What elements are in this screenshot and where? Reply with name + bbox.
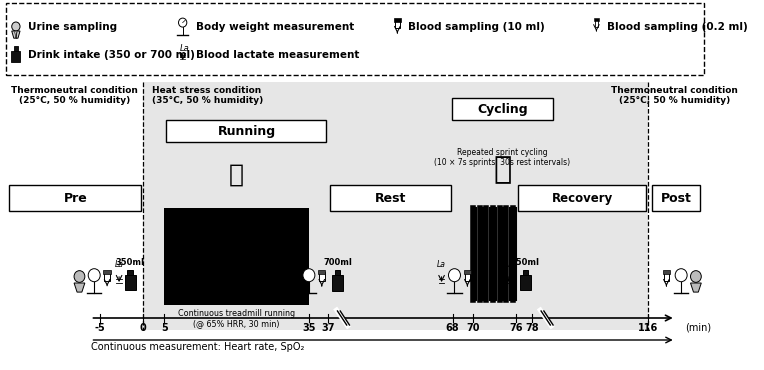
- Text: Continuous treadmill running
(@ 65% HRR, 30 min): Continuous treadmill running (@ 65% HRR,…: [177, 309, 295, 329]
- Text: Urine sampling: Urine sampling: [28, 22, 117, 32]
- Bar: [166, 120, 326, 142]
- Polygon shape: [691, 283, 701, 292]
- Bar: [103, 270, 111, 274]
- Text: Post: Post: [661, 192, 692, 205]
- Text: (min): (min): [685, 323, 711, 333]
- Bar: [318, 270, 325, 274]
- Bar: [143, 82, 648, 330]
- Text: 78: 78: [525, 323, 539, 333]
- Text: 350ml: 350ml: [511, 258, 540, 267]
- Text: 68: 68: [446, 323, 459, 333]
- Circle shape: [691, 270, 701, 282]
- Text: 70: 70: [466, 323, 480, 333]
- Text: 0: 0: [140, 323, 147, 333]
- Bar: [335, 270, 340, 275]
- Text: 🚲: 🚲: [494, 155, 512, 185]
- Bar: [465, 272, 470, 281]
- Text: Body weight measurement: Body weight measurement: [196, 22, 354, 32]
- Text: Thermoneutral condition
(25°C, 50 % humidity): Thermoneutral condition (25°C, 50 % humi…: [611, 86, 738, 105]
- Text: La: La: [115, 260, 124, 269]
- Text: 37: 37: [322, 323, 335, 333]
- Bar: [394, 20, 400, 28]
- Bar: [9, 185, 141, 211]
- Bar: [332, 275, 343, 291]
- Text: Pre: Pre: [64, 192, 88, 205]
- Text: Blood sampling (0.2 ml): Blood sampling (0.2 ml): [607, 22, 748, 32]
- Bar: [652, 185, 700, 211]
- Circle shape: [675, 269, 687, 282]
- Bar: [164, 208, 309, 305]
- Text: Blood sampling (10 ml): Blood sampling (10 ml): [409, 22, 545, 32]
- Bar: [128, 270, 133, 275]
- Bar: [523, 270, 528, 275]
- Bar: [664, 272, 669, 281]
- Bar: [330, 185, 451, 211]
- Polygon shape: [11, 31, 20, 38]
- Bar: [662, 270, 670, 274]
- Text: 700ml: 700ml: [323, 258, 352, 267]
- Text: Running: Running: [218, 124, 277, 138]
- Text: 76: 76: [510, 323, 523, 333]
- Text: Blood lactate measurement: Blood lactate measurement: [196, 50, 360, 60]
- Polygon shape: [74, 283, 85, 292]
- Text: La: La: [437, 260, 446, 269]
- Bar: [464, 270, 471, 274]
- Text: La: La: [504, 260, 513, 269]
- Circle shape: [74, 270, 85, 282]
- Bar: [594, 18, 599, 21]
- Text: Repeated sprint cycling
(10 × 7s sprints, 30s rest intervals): Repeated sprint cycling (10 × 7s sprints…: [434, 148, 571, 167]
- Text: Drink intake (350 or 700 ml): Drink intake (350 or 700 ml): [28, 50, 195, 60]
- Text: Heat stress condition
(35°C, 50 % humidity): Heat stress condition (35°C, 50 % humidi…: [152, 86, 264, 105]
- Text: Rest: Rest: [375, 192, 406, 205]
- Bar: [594, 20, 598, 27]
- Text: 35: 35: [302, 323, 316, 333]
- Circle shape: [11, 22, 20, 31]
- Text: La: La: [180, 44, 189, 53]
- Text: La: La: [290, 260, 299, 269]
- Bar: [520, 275, 531, 290]
- Circle shape: [448, 269, 461, 282]
- Circle shape: [303, 269, 315, 282]
- Text: 116: 116: [638, 323, 658, 333]
- Text: 5: 5: [161, 323, 167, 333]
- Text: Thermoneutral condition
(25°C, 50 % humidity): Thermoneutral condition (25°C, 50 % humi…: [11, 86, 138, 105]
- Text: Recovery: Recovery: [552, 192, 613, 205]
- Bar: [11, 51, 21, 62]
- Bar: [518, 185, 646, 211]
- Text: -5: -5: [95, 323, 105, 333]
- Bar: [6, 3, 704, 75]
- Bar: [14, 46, 18, 51]
- Bar: [105, 272, 110, 281]
- Bar: [125, 275, 136, 290]
- Text: 🏃: 🏃: [228, 163, 244, 187]
- Bar: [319, 272, 325, 281]
- Text: Cycling: Cycling: [477, 102, 528, 115]
- Circle shape: [179, 18, 187, 27]
- Bar: [452, 98, 553, 120]
- Bar: [393, 18, 401, 22]
- Circle shape: [88, 269, 100, 282]
- Text: 350ml: 350ml: [115, 258, 144, 267]
- Text: Continuous measurement: Heart rate, SpO₂: Continuous measurement: Heart rate, SpO₂: [90, 342, 304, 352]
